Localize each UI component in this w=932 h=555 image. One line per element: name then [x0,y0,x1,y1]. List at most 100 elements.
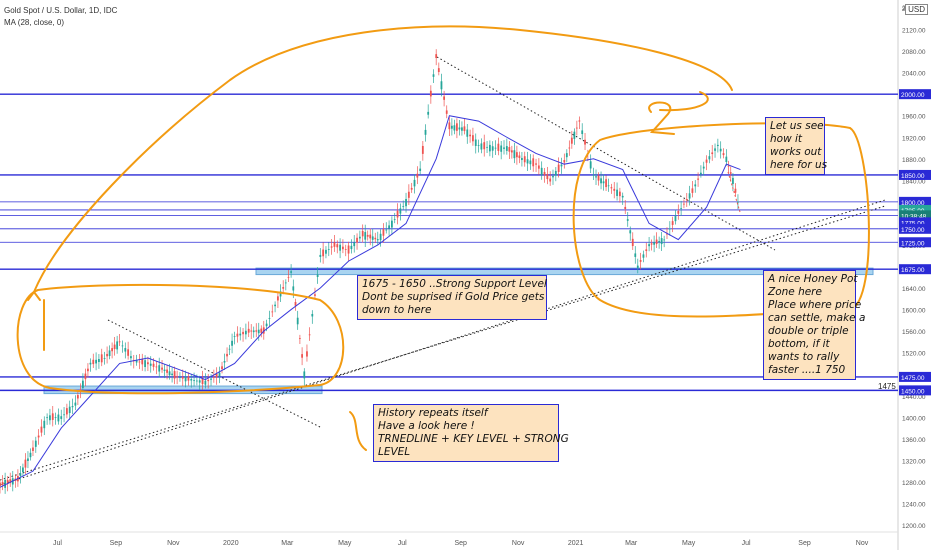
y-tick-label: 1280.00 [902,480,926,487]
candle-body [584,139,586,145]
candle-body [535,163,537,165]
candle-body [138,361,141,363]
candle-body [215,373,218,378]
drawing-big-arc [33,25,733,293]
candle-body [688,193,691,199]
candle-body [469,134,471,137]
candle-body [708,156,711,160]
x-tick-label: Jul [742,540,751,547]
candle-body [100,354,103,363]
candle-body [727,165,730,167]
annotation-honey-pot[interactable]: A nice Honey Pot Zone here Place where p… [763,270,865,380]
drawing-loop-2019 [16,283,345,395]
candle-body [155,366,158,368]
candle-body [333,242,336,247]
annotation-line: here for us [770,159,828,171]
candle-body [376,239,379,241]
candle-body [223,361,226,363]
annotation-line: 1675 - 1650 ..Strong Support Level [362,278,547,290]
candle-body [385,229,388,231]
candle-body [111,348,114,352]
candle-body [322,249,325,257]
y-tick-label: 2040.00 [902,71,926,78]
candle-body [702,166,705,169]
candle-body [480,143,483,150]
annotation-history[interactable]: History repeats itself Have a look here … [373,404,569,462]
price-tag-label: 2000.00 [901,92,925,99]
candle-body [424,129,427,135]
candle-body [265,323,268,327]
candle-body [369,234,372,239]
candle-body [319,254,322,257]
candle-body [336,244,339,248]
x-tick-label: 2020 [223,540,239,547]
candle-body [631,238,634,247]
candle-body [642,254,645,258]
candle-body [440,81,443,90]
candle-body [716,144,719,147]
y-tick-label: 1200.00 [902,523,926,530]
candle-body [231,340,233,346]
x-tick-label: Jul [398,540,407,547]
x-tick-label: Nov [856,540,869,547]
candle-body [204,380,207,385]
candle-body [645,249,648,251]
candle-body [413,179,416,187]
price-tag-label: 1800.00 [901,200,925,207]
currency-badge[interactable]: USD [905,4,928,15]
annotation-line: LEVEL [378,446,411,458]
candle-body [658,240,661,242]
candle-body [24,459,27,468]
candle-body [371,236,374,240]
candle-body [737,201,739,203]
candle-body [725,156,728,163]
annotation-line: Dont be suprised if Gold Price gets [362,291,545,303]
candle-body [218,372,221,377]
candle-body [51,413,54,420]
annotation-support-level[interactable]: 1675 - 1650 ..Strong Support Level Dont … [357,275,547,320]
candle-body [282,287,285,289]
candle-body [388,225,390,229]
candle-body [546,174,549,180]
candle-body [494,147,497,149]
candle-body [361,230,364,237]
y-tick-label: 2080.00 [902,49,926,56]
candle-body [193,380,195,381]
candle-body [540,167,543,175]
projection-dotted [727,171,741,213]
candle-body [187,376,190,381]
candle-body [226,353,228,357]
candle-body [655,239,658,245]
candle-body [121,345,124,347]
candle-body [34,440,37,447]
candle-body [74,402,77,406]
candle-body [236,333,239,337]
candle-body [396,210,399,218]
candle-body [734,188,737,193]
candle-body [456,123,458,131]
candle-body [327,249,330,250]
candle-body [650,243,653,245]
candle-body [554,170,557,176]
candle-body [437,68,440,73]
annotation-let-us-see[interactable]: Let us see how it works out here for us [765,117,828,175]
candle-body [694,184,697,187]
price-tag-label: 1850.00 [901,173,925,180]
candle-body [190,378,193,381]
candle-body [22,467,24,473]
candle-body [9,479,12,484]
candle-body [618,191,621,197]
indicator-label: MA (28, close, 0) [4,18,65,27]
candle-body [130,356,132,359]
candle-body [98,358,100,363]
candle-body [399,208,402,214]
candle-body [458,127,461,130]
candle-body [255,330,258,332]
candle-body [719,148,722,152]
price-tag-label: 1750.00 [901,227,925,234]
candle-body [43,420,46,429]
candle-body [250,330,253,332]
candle-body [563,160,566,163]
